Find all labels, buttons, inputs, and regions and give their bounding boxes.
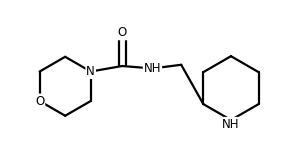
Text: N: N (86, 65, 95, 78)
Text: O: O (35, 95, 44, 107)
Text: NH: NH (144, 62, 161, 75)
Text: O: O (117, 26, 127, 39)
Text: NH: NH (222, 118, 240, 131)
